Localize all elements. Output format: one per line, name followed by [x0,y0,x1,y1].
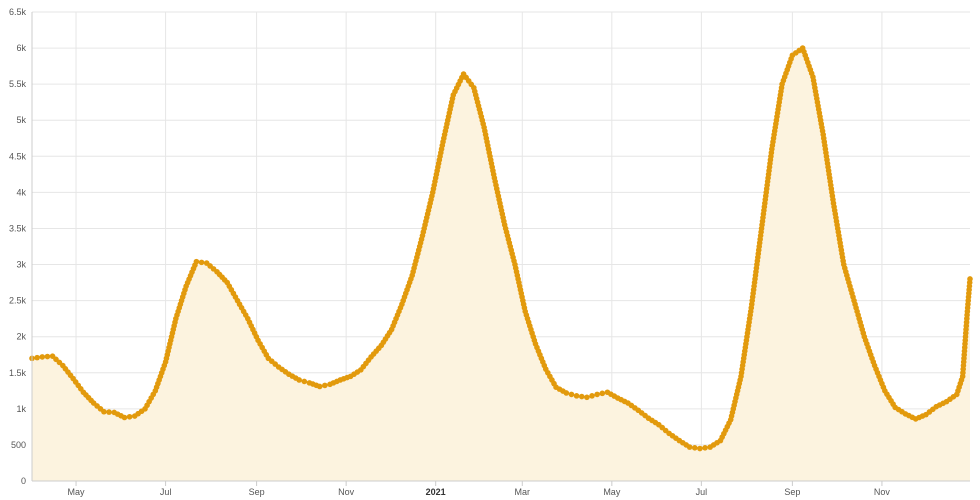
y-tick-label: 2k [16,332,26,342]
x-tick-label: May [603,487,621,497]
x-tick-label: Sep [249,487,265,497]
y-axis-tick-labels: 0 500 1k 1.5k 2k 2.5k 3k 3.5k 4k 4.5k 5k 5.5k 6k 6.5k [9,7,27,486]
x-tick-label: 2021 [426,487,446,497]
data-point [578,393,585,400]
area-fill [32,48,970,481]
data-point [121,414,128,421]
x-tick-label: May [68,487,86,497]
y-tick-label: 3.5k [9,223,27,233]
x-tick-label: Sep [784,487,800,497]
data-point [594,391,600,398]
y-tick-label: 1.5k [9,368,27,378]
data-point [568,391,575,398]
y-tick-label: 500 [11,440,26,450]
x-tick-label: Jul [696,487,708,497]
x-tick-label: Nov [874,487,891,497]
y-tick-label: 2.5k [9,296,27,306]
y-tick-label: 6.5k [9,7,27,17]
data-point [44,353,51,360]
y-tick-label: 4.5k [9,151,27,161]
data-point [589,393,595,399]
data-point [599,390,606,397]
axes [31,12,970,486]
data-point [584,394,590,401]
x-tick-label: Nov [338,487,355,497]
x-axis-tick-labels: May Jul Sep Nov 2021 Mar May Jul Sep Nov [68,487,891,497]
data-point [316,383,323,390]
x-tick-label: Mar [515,487,531,497]
data-point [34,354,40,361]
data-point [106,409,112,415]
data-point [126,413,133,420]
data-point [686,444,693,450]
data-point [101,408,107,415]
data-point [691,445,698,451]
data-point [967,276,973,282]
data-point [39,354,46,360]
y-tick-label: 5.5k [9,79,27,89]
data-point [198,259,205,266]
y-tick-label: 5k [16,115,26,125]
x-tick-label: Jul [160,487,172,497]
y-tick-label: 4k [16,187,26,197]
data-point [563,390,570,396]
data-point [573,393,580,399]
data-point [193,258,200,265]
y-tick-label: 0 [21,476,26,486]
data-point [296,377,302,383]
y-tick-label: 6k [16,43,26,53]
series-area [32,48,970,481]
data-points [29,45,973,452]
y-tick-label: 3k [16,260,26,270]
data-point [702,445,708,451]
data-point [301,378,308,385]
data-point [322,382,328,389]
data-point [697,445,703,452]
y-tick-label: 1k [16,404,26,414]
